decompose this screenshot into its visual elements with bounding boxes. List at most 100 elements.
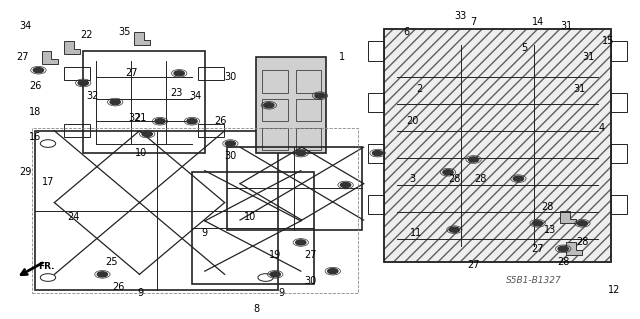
Bar <box>262 99 288 121</box>
Text: 7: 7 <box>470 17 477 27</box>
Circle shape <box>142 131 152 137</box>
Text: 19: 19 <box>269 250 282 260</box>
Text: 30: 30 <box>224 151 237 161</box>
Circle shape <box>577 221 588 226</box>
Bar <box>35 131 278 290</box>
Text: 9: 9 <box>278 288 285 299</box>
Text: 10: 10 <box>134 148 147 158</box>
Text: 34: 34 <box>19 20 32 31</box>
Circle shape <box>340 182 351 188</box>
Circle shape <box>187 119 197 124</box>
Text: 28: 28 <box>541 202 554 212</box>
Text: 27: 27 <box>16 52 29 63</box>
Text: 9: 9 <box>202 228 208 238</box>
Bar <box>368 93 384 112</box>
Polygon shape <box>64 41 80 54</box>
Bar <box>368 195 384 214</box>
Text: 5: 5 <box>522 43 528 53</box>
Circle shape <box>296 240 306 245</box>
Circle shape <box>372 151 383 156</box>
Text: 25: 25 <box>106 256 118 267</box>
Polygon shape <box>134 32 150 45</box>
Circle shape <box>155 119 165 124</box>
Circle shape <box>264 103 274 108</box>
Bar <box>384 29 611 262</box>
Bar <box>296 128 321 150</box>
Circle shape <box>78 80 88 85</box>
Bar <box>262 128 288 150</box>
Text: 4: 4 <box>598 122 605 133</box>
Text: 17: 17 <box>42 177 54 187</box>
Polygon shape <box>566 242 582 255</box>
Text: 29: 29 <box>19 167 32 177</box>
Polygon shape <box>560 211 576 223</box>
Text: 28: 28 <box>474 174 486 184</box>
Text: 27: 27 <box>467 260 480 270</box>
Circle shape <box>174 71 184 76</box>
Bar <box>64 67 90 80</box>
Circle shape <box>110 100 120 105</box>
Text: 32: 32 <box>86 91 99 101</box>
Text: S5B1-B1327: S5B1-B1327 <box>506 276 561 285</box>
Circle shape <box>558 246 568 251</box>
Text: 6: 6 <box>403 27 410 37</box>
Text: 34: 34 <box>189 91 202 101</box>
Bar <box>368 41 384 61</box>
Bar <box>83 51 205 153</box>
Circle shape <box>270 272 280 277</box>
Text: 35: 35 <box>118 27 131 37</box>
Text: 31: 31 <box>582 52 595 63</box>
Circle shape <box>315 93 325 98</box>
Text: 22: 22 <box>80 30 93 40</box>
Text: 26: 26 <box>214 116 227 126</box>
Text: 1: 1 <box>339 52 346 63</box>
Text: 27: 27 <box>304 250 317 260</box>
Text: 23: 23 <box>170 87 182 98</box>
Circle shape <box>328 269 338 274</box>
Circle shape <box>532 221 543 226</box>
Bar <box>198 124 224 137</box>
Text: 28: 28 <box>448 174 461 184</box>
Polygon shape <box>42 51 58 64</box>
Bar <box>611 144 627 163</box>
Text: 9: 9 <box>138 288 144 299</box>
Bar <box>227 147 362 230</box>
Text: 31: 31 <box>573 84 586 94</box>
Text: 32: 32 <box>128 113 141 123</box>
Bar <box>256 57 326 153</box>
Bar <box>611 41 627 61</box>
Circle shape <box>97 272 108 277</box>
Text: 30: 30 <box>304 276 317 286</box>
Circle shape <box>468 157 479 162</box>
Text: 12: 12 <box>608 285 621 295</box>
Text: 8: 8 <box>253 304 259 315</box>
Text: 16: 16 <box>29 132 42 142</box>
Text: 15: 15 <box>602 36 614 47</box>
Text: 11: 11 <box>410 228 422 238</box>
Text: 20: 20 <box>406 116 419 126</box>
Bar <box>198 67 224 80</box>
Text: 33: 33 <box>454 11 467 21</box>
Bar <box>611 195 627 214</box>
Text: FR.: FR. <box>38 262 55 271</box>
Bar <box>64 124 90 137</box>
Bar <box>192 172 314 284</box>
Text: 28: 28 <box>557 256 570 267</box>
Circle shape <box>449 227 460 232</box>
Text: 27: 27 <box>531 244 544 254</box>
Circle shape <box>513 176 524 181</box>
Circle shape <box>225 141 236 146</box>
Bar <box>368 144 384 163</box>
Text: 27: 27 <box>125 68 138 78</box>
Text: 30: 30 <box>224 71 237 82</box>
Text: 28: 28 <box>576 237 589 248</box>
Text: 10: 10 <box>243 212 256 222</box>
Bar <box>384 29 611 262</box>
Text: 18: 18 <box>29 107 42 117</box>
Text: 26: 26 <box>29 81 42 91</box>
Text: 26: 26 <box>112 282 125 292</box>
Text: 24: 24 <box>67 212 80 222</box>
Circle shape <box>296 151 306 156</box>
Text: 31: 31 <box>560 20 573 31</box>
Text: 21: 21 <box>134 113 147 123</box>
